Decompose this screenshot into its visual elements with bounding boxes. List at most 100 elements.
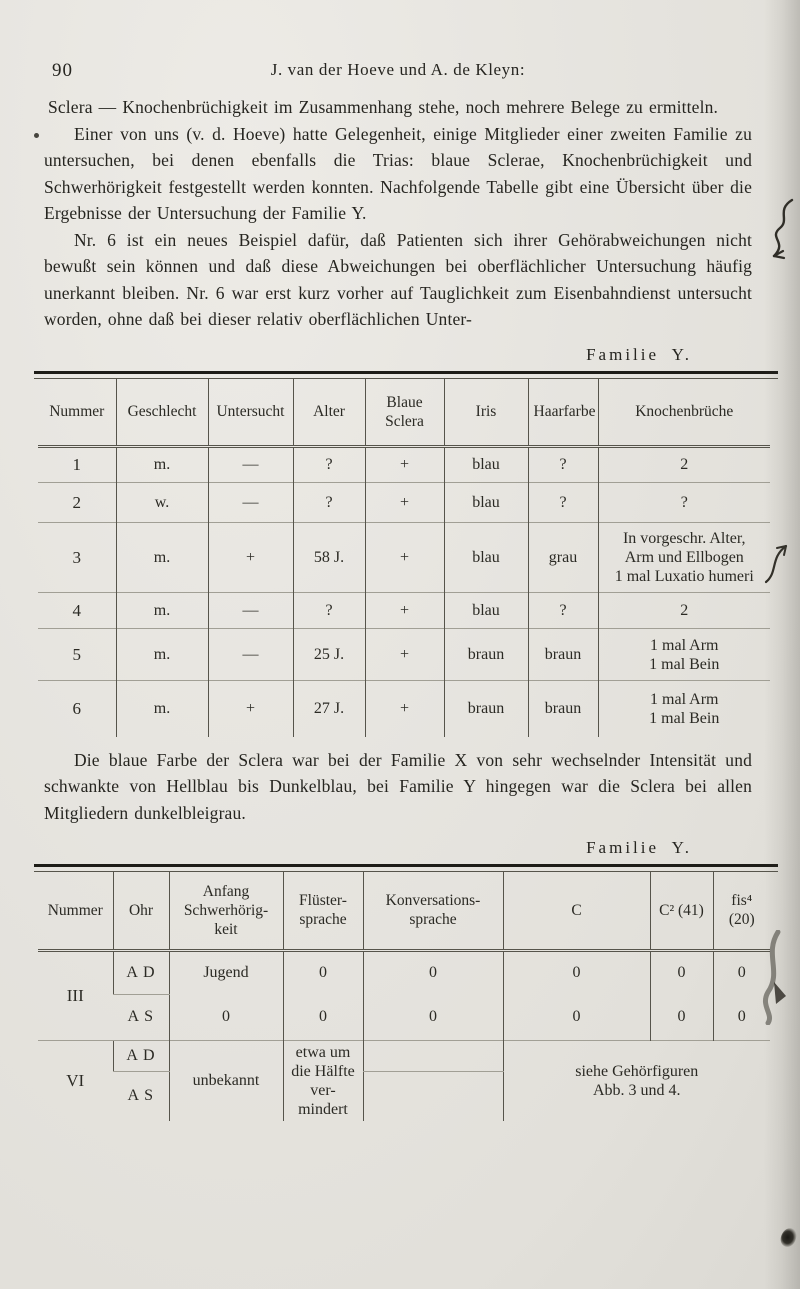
column-header-blaue-sclera: Blaue Sclera	[364, 378, 444, 448]
cell-alter: 27 J.	[292, 680, 365, 737]
cell-ohr: A D	[112, 1039, 169, 1073]
column-header-nummer: Nummer	[38, 872, 113, 952]
cell-haarfarbe: grau	[527, 522, 598, 593]
cell-geschlecht: m.	[115, 592, 208, 629]
ink-blob	[779, 1226, 798, 1249]
table-row-vi-ad: VI A D unbekannt etwa um die Hälfte ver-…	[38, 1039, 770, 1121]
table-row-5: 5 m. — 25 J. + braun braun 1 mal Arm 1 m…	[38, 628, 770, 681]
cell-gehoerfiguren-note: siehe Gehörfiguren Abb. 3 und 4.	[502, 1039, 770, 1121]
cell-fluestersprache: etwa um die Hälfte ver- mindert	[282, 1039, 363, 1121]
page-header: 90 J. van der Hoeve und A. de Kleyn:	[44, 60, 752, 84]
cell-haarfarbe: ?	[527, 592, 598, 629]
cell-untersucht: —	[207, 628, 293, 681]
cell-alter: ?	[292, 482, 365, 523]
cell-nummer: 3	[38, 522, 116, 593]
column-header-haarfarbe: Haarfarbe	[527, 378, 598, 448]
cell-geschlecht: m.	[115, 628, 208, 681]
cell-fluestersprache: 0	[282, 950, 363, 994]
cell-nummer: III	[66, 985, 84, 1005]
cell-blaue-sclera: +	[364, 522, 444, 593]
cell-ohr: A D	[112, 950, 169, 995]
cell-untersucht: —	[207, 446, 293, 483]
column-header-geschlecht: Geschlecht	[115, 378, 208, 448]
cell-knochenbrueche: ?	[597, 482, 770, 523]
cell-haarfarbe: ?	[527, 482, 598, 523]
table1-top-rule	[34, 370, 778, 379]
cell-iris: blau	[443, 592, 528, 629]
paragraph-einer-von-uns: Einer von uns (v. d. Hoeve) hatte Gelege…	[44, 123, 752, 224]
cell-knochenbrueche: 1 mal Arm 1 mal Bein	[597, 628, 770, 681]
cell-iris: blau	[443, 446, 528, 483]
paragraph-sclera: Sclera — Knochenbrüchigkeit im Zusammenh…	[48, 97, 719, 117]
cell-anfang: Jugend	[168, 950, 283, 994]
cell-haarfarbe: braun	[527, 628, 598, 681]
table-row-iii-ad: III A D Jugend 0 0 0 0 0	[38, 950, 770, 1005]
cell-knochenbrueche: 1 mal Arm 1 mal Bein	[597, 680, 770, 737]
cell-alter: 25 J.	[292, 628, 365, 681]
cell-blaue-sclera: +	[364, 680, 444, 737]
column-header-ohr: Ohr	[112, 872, 169, 952]
cell-geschlecht: m.	[115, 446, 208, 483]
table-familie-y-general: Nummer Geschlecht Untersucht Alter Blaue…	[38, 378, 770, 737]
cell-untersucht: +	[207, 522, 293, 593]
cell-blaue-sclera: +	[364, 628, 444, 681]
column-header-knochenbrueche: Knochenbrüche	[597, 378, 770, 448]
table2-caption: Familie Y.	[586, 838, 692, 857]
column-header-c: C	[502, 872, 650, 952]
column-header-konversationssprache: Konversations- sprache	[362, 872, 503, 952]
table2-header-row: Nummer Ohr Anfang Schwerhörig- keit Flüs…	[38, 872, 770, 952]
cell-ohr: A S	[127, 1008, 155, 1025]
cell-fis4: 0	[712, 994, 770, 1040]
cell-knochenbrueche: 2	[597, 592, 770, 629]
cell-untersucht: —	[207, 592, 293, 629]
margin-dot	[34, 133, 39, 138]
cell-konversationssprache: 0	[362, 950, 503, 994]
table-row-1: 1 m. — ? + blau ? 2	[38, 446, 770, 483]
table-row-vi-as: A S	[38, 1071, 770, 1121]
cell-nummer: 6	[38, 680, 116, 737]
cell-haarfarbe: ?	[527, 446, 598, 483]
cell-alter: 58 J.	[292, 522, 365, 593]
table-row-4: 4 m. — ? + blau ? 2	[38, 592, 770, 629]
cell-konversationssprache-bottom	[362, 1071, 503, 1121]
cell-anfang: unbekannt	[168, 1039, 283, 1121]
column-header-c2-41: C² (41)	[649, 872, 713, 952]
cell-konversationssprache	[362, 1039, 503, 1073]
cell-iris: blau	[443, 482, 528, 523]
cell-iris: braun	[443, 628, 528, 681]
cell-c: 0	[502, 994, 650, 1040]
cell-untersucht: +	[207, 680, 293, 737]
column-header-alter: Alter	[292, 378, 365, 448]
table2-top-rule	[34, 864, 778, 872]
cell-iris: blau	[443, 522, 528, 593]
cell-geschlecht: m.	[115, 680, 208, 737]
column-header-untersucht: Untersucht	[207, 378, 293, 448]
running-title: J. van der Hoeve und A. de Kleyn:	[270, 60, 526, 79]
cell-fluestersprache: 0	[282, 994, 363, 1040]
cell-geschlecht: m.	[115, 522, 208, 593]
cell-knochenbrueche: 2	[597, 446, 770, 483]
page-content: 90 J. van der Hoeve und A. de Kleyn: Scl…	[34, 60, 778, 1121]
cell-ohr: A S	[127, 1087, 155, 1105]
column-header-anfang-schwerhoerigkeit: Anfang Schwerhörig- keit	[168, 872, 283, 952]
cell-haarfarbe: braun	[527, 680, 598, 737]
column-header-fluestersprache: Flüster- sprache	[282, 872, 363, 952]
paragraph-nr6: Nr. 6 ist ein neues Beispiel dafür, daß …	[44, 229, 752, 330]
cell-nummer: 1	[72, 455, 82, 474]
cell-nummer: VI	[38, 1039, 113, 1121]
page-number: 90	[52, 60, 73, 81]
table-familie-y-hearing: Nummer Ohr Anfang Schwerhörig- keit Flüs…	[38, 872, 770, 1121]
cell-c: 0	[502, 950, 650, 994]
cell-blaue-sclera: +	[364, 482, 444, 523]
cell-untersucht: —	[207, 482, 293, 523]
cell-c2: 0	[649, 950, 713, 994]
table-row-6: 6 m. + 27 J. + braun braun 1 mal Arm 1 m…	[38, 680, 770, 737]
column-header-fis4-20: fis⁴ (20)	[712, 872, 770, 952]
cell-anfang: 0	[168, 994, 283, 1040]
cell-alter: ?	[292, 446, 365, 483]
column-header-iris: Iris	[443, 378, 528, 448]
cell-c2: 0	[649, 994, 713, 1040]
cell-nummer: 4	[38, 592, 116, 629]
table1-caption: Familie Y.	[586, 344, 692, 364]
